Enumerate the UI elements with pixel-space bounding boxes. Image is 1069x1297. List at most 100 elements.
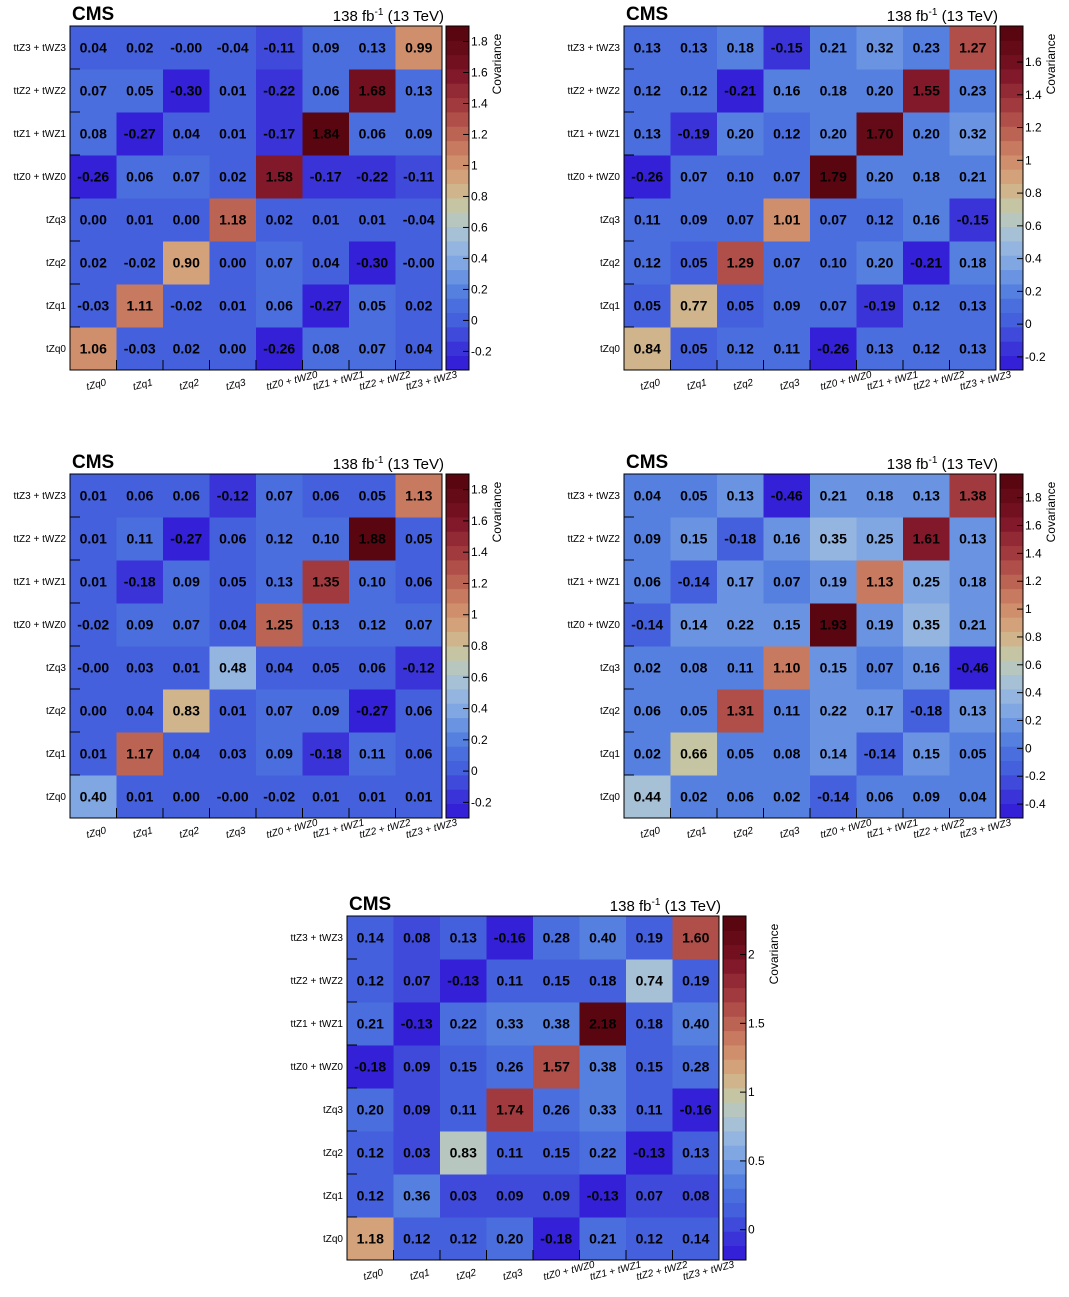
cell-value: 0.25: [913, 574, 940, 590]
heatmap-cell: [395, 689, 443, 733]
heatmap-cell: [70, 646, 117, 690]
cell-value: 0.05: [219, 574, 246, 590]
colorbar-segment: [1000, 155, 1023, 170]
colorbar-segment: [1000, 226, 1023, 242]
cell-value: 0.12: [913, 341, 940, 357]
heatmap-cell: [810, 517, 857, 561]
cell-value: 0.06: [312, 488, 339, 504]
cell-value: 0.12: [359, 617, 386, 633]
cell-value: 0.13: [866, 341, 893, 357]
cms-label: CMS: [72, 452, 114, 473]
cell-value: 0.09: [403, 1059, 430, 1075]
cell-value: 0.12: [357, 973, 384, 989]
lumi-value: 138 fb: [333, 8, 375, 25]
heatmap-cell: [256, 474, 303, 518]
cell-value: 0.13: [682, 1145, 709, 1161]
cell-value: 0.11: [774, 341, 801, 357]
cell-value: 1.93: [820, 617, 847, 633]
colorbar-tick-label: 0.8: [471, 189, 488, 203]
y-tick-label: ttZ1 + tWZ1: [567, 129, 620, 140]
cell-value: 0.04: [126, 703, 153, 719]
cell-value: -0.13: [633, 1145, 665, 1161]
colorbar-tick-label: 1.8: [471, 34, 488, 48]
cell-value: 0.21: [959, 169, 986, 185]
colorbar-segment: [723, 1116, 746, 1132]
heatmap-cell: [349, 198, 396, 242]
y-tick-label: ttZ3 + tWZ3: [567, 491, 620, 502]
heatmap-cell: [70, 603, 117, 647]
heatmap-cell: [349, 474, 396, 518]
heatmap-cell: [672, 1131, 720, 1175]
colorbar-segment: [1000, 169, 1023, 185]
cell-value: 0.44: [634, 789, 661, 805]
cell-value: 0.05: [727, 298, 754, 314]
colorbar-tick-label: 1: [471, 608, 478, 622]
cell-value: -0.11: [264, 40, 295, 56]
cell-value: 1.38: [959, 488, 986, 504]
colorbar-segment: [723, 944, 746, 960]
heatmap-cell: [256, 775, 303, 819]
heatmap-cell: [810, 732, 857, 776]
heatmap-cell: [624, 112, 671, 156]
cell-value: 0.32: [866, 40, 893, 56]
cell-value: 0.12: [680, 83, 707, 99]
cell-value: 0.04: [219, 617, 246, 633]
heatmap-cell: [70, 689, 117, 733]
cell-value: 0.12: [357, 1145, 384, 1161]
x-tick-label: ttZ1 + tWZ1: [312, 370, 366, 393]
cell-value: 0.22: [727, 617, 754, 633]
cell-value: 0.35: [913, 617, 940, 633]
heatmap-cell: [256, 155, 303, 199]
heatmap-cell: [349, 155, 396, 199]
cell-value: 0.13: [634, 126, 661, 142]
luminosity-label: 138 fb-1 (13 TeV): [610, 897, 721, 915]
cell-value: 0.12: [866, 212, 893, 228]
cell-value: 0.17: [866, 703, 893, 719]
heatmap-cell: [856, 327, 904, 371]
colorbar-segment: [446, 97, 469, 113]
cell-value: 2.18: [589, 1016, 616, 1032]
cell-value: 0.48: [219, 660, 246, 676]
heatmap-cell: [626, 1088, 673, 1132]
cell-value: 0.12: [357, 1188, 384, 1204]
cell-value: 0.05: [312, 660, 339, 676]
cell-value: 0.14: [682, 1231, 709, 1247]
heatmap-cell: [903, 112, 950, 156]
cms-label: CMS: [72, 4, 114, 25]
heatmap-cell: [626, 1217, 673, 1261]
heatmap-cell: [256, 560, 303, 604]
heatmap-cell: [763, 241, 811, 285]
cell-value: 0.18: [959, 255, 986, 271]
colorbar-segment: [1000, 327, 1023, 342]
colorbar-segment: [446, 660, 469, 676]
cell-value: 1.17: [126, 746, 153, 762]
colorbar-segment: [446, 517, 469, 532]
heatmap-cell: [670, 732, 718, 776]
heatmap-cell: [672, 1045, 720, 1089]
cell-value: 0.05: [727, 746, 754, 762]
heatmap-cell: [763, 26, 811, 70]
colorbar-segment: [1000, 112, 1023, 127]
colorbar-segment: [1000, 803, 1023, 819]
cell-value: 0.06: [866, 789, 893, 805]
cell-value: 0.07: [773, 169, 800, 185]
heatmap-cell: [763, 155, 811, 199]
colorbar-tick-label: 0: [748, 1223, 755, 1237]
heatmap-cell: [717, 732, 764, 776]
cell-value: 0.07: [680, 169, 707, 185]
cell-value: 0.01: [219, 298, 246, 314]
colorbar-segment: [1000, 241, 1023, 256]
colorbar-segment: [1000, 574, 1023, 590]
heatmap-cell: [717, 155, 764, 199]
colorbar-tick-label: 0.2: [471, 282, 488, 296]
heatmap-cell: [70, 327, 117, 371]
cell-value: 0.09: [680, 212, 707, 228]
heatmap-cell: [856, 69, 904, 113]
heatmap-cell: [440, 1131, 487, 1175]
cell-value: 0.20: [820, 126, 847, 142]
heatmap-cell: [763, 560, 811, 604]
cell-value: 0.25: [866, 531, 893, 547]
y-tick-label: tZq3: [600, 215, 620, 226]
cell-value: 0.05: [359, 298, 386, 314]
cell-value: 0.04: [959, 789, 986, 805]
